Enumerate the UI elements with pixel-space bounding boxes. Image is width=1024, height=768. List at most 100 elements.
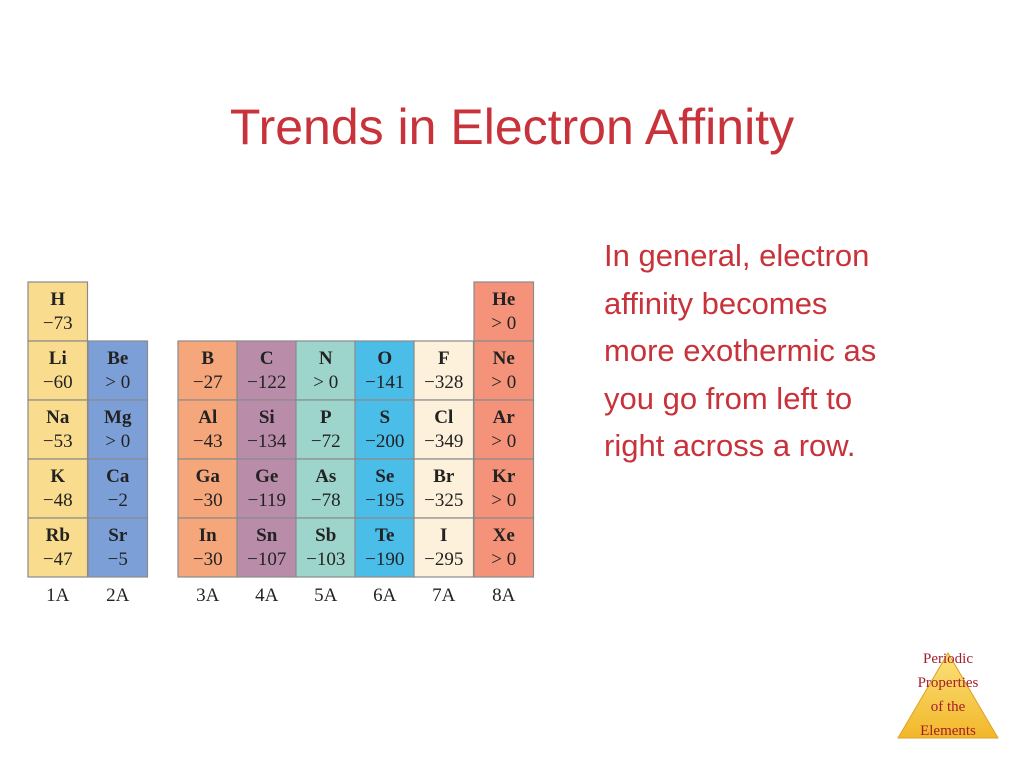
element-cell — [413, 517, 475, 578]
body-line: you go from left to — [604, 380, 853, 416]
element-symbol: He — [492, 289, 515, 310]
footer-triangle — [897, 652, 999, 739]
group-label: 2A — [106, 585, 130, 606]
element-symbol: Sr — [108, 525, 128, 546]
element-symbol: Be — [107, 348, 128, 369]
element-value: > 0 — [105, 431, 130, 452]
element-symbol: In — [199, 525, 217, 546]
element-value: −30 — [193, 549, 223, 570]
element-value: −53 — [43, 431, 73, 452]
element-symbol: I — [440, 525, 447, 546]
element-value: −2 — [108, 490, 128, 511]
element-symbol: N — [319, 348, 333, 369]
element-symbol: Se — [375, 466, 394, 487]
element-value: −295 — [424, 549, 463, 570]
element-cell — [87, 340, 149, 401]
element-cell — [473, 517, 535, 578]
element-symbol: Te — [375, 525, 394, 546]
body-line: right across a row. — [604, 428, 856, 463]
group-label: 8A — [492, 585, 516, 606]
element-symbol: Na — [46, 407, 70, 428]
element-cell — [177, 458, 239, 519]
element-symbol: Li — [49, 348, 67, 369]
element-cell — [87, 517, 149, 578]
element-symbol: C — [260, 348, 274, 369]
element-value: > 0 — [491, 490, 516, 511]
footer-line: Elements — [920, 723, 976, 739]
element-cell — [413, 399, 475, 460]
group-label: 3A — [196, 585, 220, 606]
element-value: > 0 — [491, 549, 516, 570]
element-value: −134 — [247, 431, 287, 452]
element-value: > 0 — [313, 372, 338, 393]
element-symbol: As — [315, 466, 336, 487]
body-line: more exothermic as — [604, 333, 877, 368]
element-cell — [177, 340, 239, 401]
element-value: −30 — [193, 490, 223, 511]
element-value: −27 — [193, 372, 223, 393]
body-line: affinity becomes — [604, 285, 828, 321]
element-value: −122 — [247, 372, 286, 393]
body-text: In general, electron affinity becomes more… — [604, 232, 1004, 470]
element-symbol: Rb — [46, 525, 70, 546]
element-cell — [354, 517, 416, 578]
element-symbol: Ne — [493, 348, 515, 369]
element-value: −200 — [365, 431, 404, 452]
element-value: > 0 — [491, 431, 516, 452]
element-symbol: K — [50, 466, 65, 487]
group-label: 1A — [46, 585, 70, 606]
element-symbol: O — [377, 348, 392, 369]
element-symbol: P — [320, 407, 332, 428]
element-symbol: Kr — [492, 466, 516, 487]
footer-line: Properties — [917, 675, 979, 691]
element-cell — [473, 340, 535, 401]
element-value: −78 — [311, 490, 341, 511]
footer-text: Periodic Properties of the Elements — [890, 647, 1006, 743]
element-value: −325 — [424, 490, 463, 511]
element-cell — [473, 458, 535, 519]
element-value: −5 — [108, 549, 128, 570]
element-cell — [295, 458, 357, 519]
element-symbol: Al — [198, 407, 217, 428]
element-symbol: Ge — [255, 466, 278, 487]
element-cell — [236, 340, 298, 401]
element-symbol: Sn — [256, 525, 278, 546]
element-cell — [27, 281, 89, 342]
element-symbol: Mg — [104, 407, 132, 428]
element-symbol: Xe — [493, 525, 515, 546]
slide-title: Trends in Electron Affinity — [229, 99, 795, 155]
element-value: −141 — [365, 372, 404, 393]
element-value: −349 — [424, 431, 463, 452]
element-symbol: S — [379, 407, 390, 428]
element-value: −47 — [43, 549, 73, 570]
element-value: −73 — [43, 313, 73, 334]
element-value: −119 — [247, 490, 286, 511]
group-label: 4A — [255, 585, 279, 606]
element-value: −48 — [43, 490, 73, 511]
element-cell — [473, 281, 535, 342]
element-cell — [236, 458, 298, 519]
footer-line: of the — [930, 699, 966, 715]
group-label: 7A — [432, 585, 456, 606]
element-cell — [295, 399, 357, 460]
element-symbol: Sb — [315, 525, 336, 546]
element-symbol: F — [438, 348, 450, 369]
element-value: −103 — [306, 549, 345, 570]
element-cell — [354, 399, 416, 460]
element-value: −190 — [365, 549, 404, 570]
element-symbol: Ga — [196, 466, 221, 487]
element-cell — [236, 517, 298, 578]
body-line: In general, electron — [604, 238, 870, 273]
element-cell — [295, 517, 357, 578]
element-symbol: B — [201, 348, 214, 369]
element-value: −72 — [311, 431, 341, 452]
element-cell — [27, 340, 89, 401]
element-symbol: H — [50, 289, 65, 310]
element-cell — [87, 458, 149, 519]
group-label: 6A — [373, 585, 397, 606]
element-cell — [413, 458, 475, 519]
element-value: −195 — [365, 490, 404, 511]
element-value: −43 — [193, 431, 223, 452]
element-value: −328 — [424, 372, 463, 393]
element-cell — [27, 399, 89, 460]
